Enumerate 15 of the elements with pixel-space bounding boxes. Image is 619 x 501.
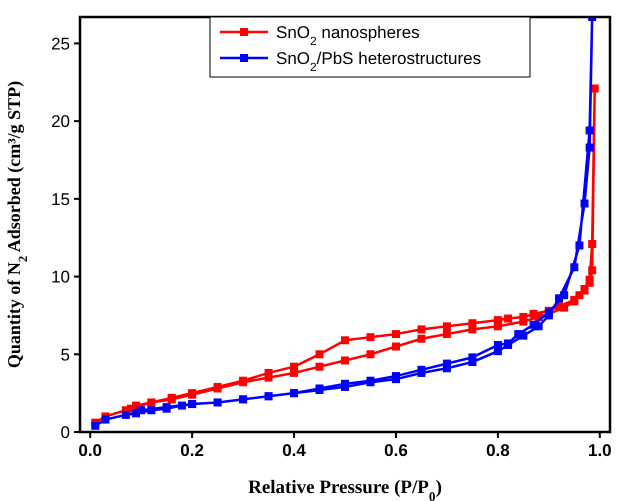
x-tick-label: 0.4 [282,441,306,460]
legend-label: SnO$_{2}$/PbS heterostructures [276,49,482,74]
x-tick-label: 0.0 [78,441,102,460]
y-tick-label: 10 [51,268,70,287]
x-tick-label: 0.8 [486,441,510,460]
y-tick-label: 20 [51,112,70,132]
x-tick-label: 0.6 [384,441,408,460]
y-tick-label: 5 [60,345,70,364]
x-tick-label: 0.2 [180,441,204,460]
legend-label: SnO$_{2}$ nanospheres [276,23,420,48]
x-axis-title: Relative Pressure (P/P$_{0}$) [248,477,442,501]
y-tick-label: 25 [51,34,70,54]
y-tick-label: 0 [60,423,70,442]
x-tick-label: 1.0 [588,441,612,460]
y-tick-label: 15 [51,190,70,209]
